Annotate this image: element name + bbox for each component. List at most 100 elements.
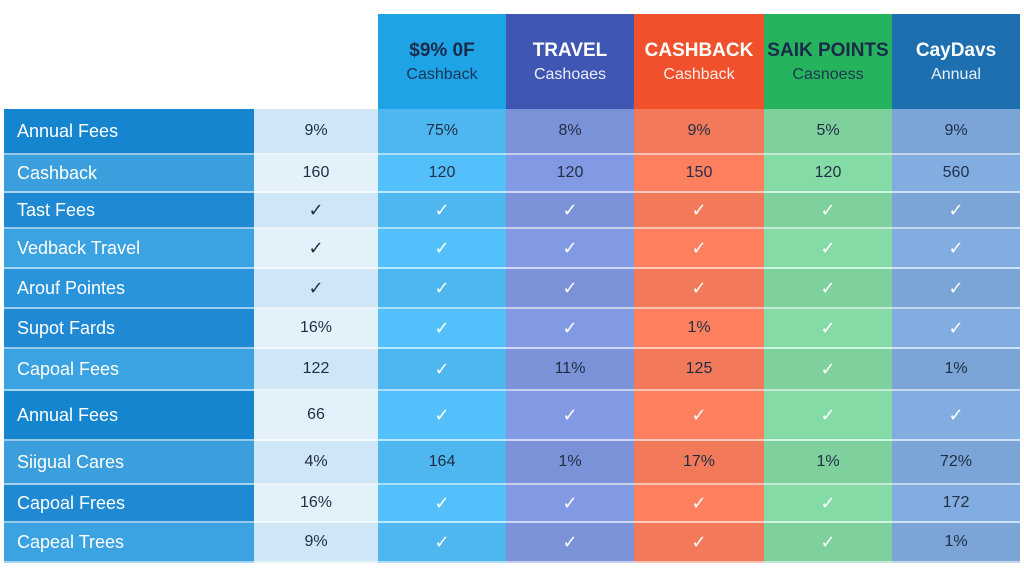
table-row: Arouf Pointes ✓ ✓ ✓ ✓ ✓ ✓ (4, 269, 1020, 309)
check-icon: ✓ (506, 309, 634, 349)
check-icon: ✓ (892, 193, 1020, 229)
header-title: TRAVEL (532, 39, 608, 61)
check-icon: ✓ (506, 229, 634, 269)
check-icon: ✓ (892, 229, 1020, 269)
header-col-1: TRAVEL Cashoaes (506, 14, 634, 109)
header-title: SAIK POINTS (767, 39, 889, 61)
cell-value: 17% (634, 441, 764, 485)
cell-value: 1% (892, 349, 1020, 391)
cell-value: 11% (506, 349, 634, 391)
check-icon: ✓ (506, 193, 634, 229)
table-body: Annual Fees 9% 75% 8% 9% 5% 9% Cashback 160 120 12… (4, 109, 1020, 563)
header-subtitle: Cashback (663, 65, 735, 83)
check-icon: ✓ (764, 309, 892, 349)
cell-value: 120 (378, 155, 506, 193)
row-label: Arouf Pointes (4, 269, 254, 309)
base-value: 16% (254, 485, 378, 523)
base-value: 122 (254, 349, 378, 391)
check-icon: ✓ (634, 269, 764, 309)
table-row: Siigual Cares 4% 164 1% 17% 1% 72% (4, 441, 1020, 485)
table-row: Capoal Frees 16% ✓ ✓ ✓ ✓ 172 (4, 485, 1020, 523)
header-title: CayDavs (915, 39, 997, 61)
table-row: Capeal Trees 9% ✓ ✓ ✓ ✓ 1% (4, 523, 1020, 563)
check-icon: ✓ (892, 309, 1020, 349)
check-icon: ✓ (764, 485, 892, 523)
header-blank-base (254, 14, 378, 109)
header-subtitle: Casnoess (792, 65, 864, 83)
check-icon: ✓ (506, 523, 634, 563)
check-icon: ✓ (634, 485, 764, 523)
cell-value: 9% (634, 109, 764, 155)
header-blank (4, 14, 254, 109)
row-label: Tast Fees (4, 193, 254, 229)
check-icon: ✓ (764, 269, 892, 309)
row-label: Annual Fees (4, 109, 254, 155)
cell-value: 1% (634, 309, 764, 349)
comparison-table: $9% 0F Cashback TRAVEL Cashoaes CASHBACK Cash… (4, 14, 1020, 563)
check-icon: ✓ (892, 391, 1020, 441)
header-row: $9% 0F Cashback TRAVEL Cashoaes CASHBACK Cash… (4, 14, 1020, 109)
cell-value: 150 (634, 155, 764, 193)
check-icon: ✓ (634, 229, 764, 269)
check-icon: ✓ (378, 269, 506, 309)
check-icon: ✓ (764, 349, 892, 391)
row-label: Annual Fees (4, 391, 254, 441)
header-col-3: SAIK POINTS Casnoess (764, 14, 892, 109)
base-value: 9% (254, 523, 378, 563)
check-icon: ✓ (764, 391, 892, 441)
cell-value: 1% (506, 441, 634, 485)
check-icon: ✓ (378, 309, 506, 349)
check-icon: ✓ (378, 349, 506, 391)
cell-value: 5% (764, 109, 892, 155)
header-subtitle: Cashoaes (533, 65, 607, 83)
header-col-2: CASHBACK Cashback (634, 14, 764, 109)
cell-value: 172 (892, 485, 1020, 523)
base-value: 160 (254, 155, 378, 193)
row-label: Supot Fards (4, 309, 254, 349)
cell-value: 120 (506, 155, 634, 193)
cell-value: 72% (892, 441, 1020, 485)
check-icon: ✓ (378, 193, 506, 229)
row-label: Capoal Frees (4, 485, 254, 523)
check-icon: ✓ (254, 193, 378, 229)
table-row: Annual Fees 66 ✓ ✓ ✓ ✓ ✓ (4, 391, 1020, 441)
cell-value: 125 (634, 349, 764, 391)
header-title: CASHBACK (644, 39, 754, 61)
cell-value: 560 (892, 155, 1020, 193)
cell-value: 120 (764, 155, 892, 193)
base-value: 4% (254, 441, 378, 485)
check-icon: ✓ (506, 391, 634, 441)
table-row: Supot Fards 16% ✓ ✓ 1% ✓ ✓ (4, 309, 1020, 349)
table-row: Tast Fees ✓ ✓ ✓ ✓ ✓ ✓ (4, 193, 1020, 229)
cell-value: 8% (506, 109, 634, 155)
check-icon: ✓ (254, 229, 378, 269)
check-icon: ✓ (634, 391, 764, 441)
row-label: Capeal Trees (4, 523, 254, 563)
row-label: Capoal Fees (4, 349, 254, 391)
table-row: Cashback 160 120 120 150 120 560 (4, 155, 1020, 193)
header-col-0: $9% 0F Cashback (378, 14, 506, 109)
base-value: 66 (254, 391, 378, 441)
check-icon: ✓ (764, 193, 892, 229)
cell-value: 75% (378, 109, 506, 155)
header-title: $9% 0F (409, 39, 475, 61)
row-label: Cashback (4, 155, 254, 193)
base-value: 9% (254, 109, 378, 155)
check-icon: ✓ (634, 193, 764, 229)
cell-value: 9% (892, 109, 1020, 155)
check-icon: ✓ (634, 523, 764, 563)
check-icon: ✓ (378, 485, 506, 523)
cell-value: 1% (764, 441, 892, 485)
table-row: Annual Fees 9% 75% 8% 9% 5% 9% (4, 109, 1020, 155)
check-icon: ✓ (378, 523, 506, 563)
cell-value: 164 (378, 441, 506, 485)
cell-value: 1% (892, 523, 1020, 563)
table-row: Capoal Fees 122 ✓ 11% 125 ✓ 1% (4, 349, 1020, 391)
check-icon: ✓ (506, 269, 634, 309)
header-subtitle: Annual (931, 65, 981, 83)
check-icon: ✓ (506, 485, 634, 523)
check-icon: ✓ (764, 523, 892, 563)
header-col-4: CayDavs Annual (892, 14, 1020, 109)
check-icon: ✓ (764, 229, 892, 269)
check-icon: ✓ (378, 391, 506, 441)
